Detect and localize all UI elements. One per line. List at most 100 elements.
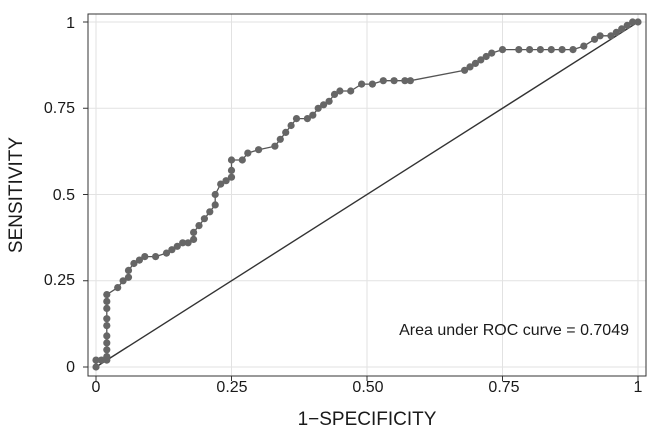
roc-point-9 bbox=[103, 315, 111, 323]
roc-curve-points bbox=[92, 18, 642, 371]
roc-point-14 bbox=[119, 277, 127, 285]
roc-point-31 bbox=[211, 201, 219, 209]
roc-point-45 bbox=[292, 115, 301, 123]
roc-point-0 bbox=[92, 363, 100, 371]
roc-point-2 bbox=[97, 356, 105, 364]
roc-point-37 bbox=[227, 156, 236, 164]
roc-point-70 bbox=[547, 46, 555, 54]
roc-point-57 bbox=[390, 77, 398, 85]
roc-point-42 bbox=[276, 135, 284, 143]
roc-point-36 bbox=[227, 166, 236, 174]
y-axis-title: SENSITIVITY bbox=[6, 137, 27, 253]
x-tick-label-2: 0.50 bbox=[352, 379, 383, 396]
roc-point-8 bbox=[103, 322, 111, 330]
roc-curve-line bbox=[95, 21, 638, 367]
y-tick-label-1: 0.25 bbox=[44, 272, 75, 289]
roc-point-19 bbox=[141, 253, 149, 261]
axis-ticks bbox=[83, 21, 639, 381]
roc-point-49 bbox=[320, 101, 328, 109]
roc-point-23 bbox=[173, 242, 181, 250]
roc-point-21 bbox=[162, 249, 171, 257]
roc-point-47 bbox=[309, 111, 317, 119]
roc-point-13 bbox=[114, 284, 122, 292]
roc-point-32 bbox=[211, 190, 219, 199]
roc-point-58 bbox=[401, 77, 409, 85]
roc-point-35 bbox=[227, 173, 236, 181]
roc-point-17 bbox=[130, 259, 138, 268]
roc-point-76 bbox=[607, 32, 615, 40]
roc-point-30 bbox=[206, 208, 214, 216]
roc-point-61 bbox=[466, 63, 474, 71]
roc-point-54 bbox=[358, 80, 366, 88]
roc-point-41 bbox=[271, 142, 279, 150]
roc-point-62 bbox=[471, 59, 479, 67]
roc-point-34 bbox=[222, 177, 230, 185]
y-tick-label-4: 1 bbox=[66, 15, 75, 32]
roc-point-44 bbox=[287, 121, 295, 130]
roc-point-65 bbox=[488, 49, 496, 57]
roc-point-10 bbox=[103, 304, 111, 312]
roc-point-79 bbox=[623, 21, 631, 29]
roc-point-33 bbox=[217, 180, 225, 188]
roc-point-38 bbox=[238, 156, 246, 164]
roc-point-11 bbox=[103, 297, 111, 305]
auc-annotation: Area under ROC curve = 0.7049 bbox=[399, 322, 629, 339]
roc-point-69 bbox=[536, 46, 545, 54]
roc-point-52 bbox=[336, 87, 344, 95]
roc-point-81 bbox=[634, 18, 642, 26]
roc-point-80 bbox=[629, 18, 637, 26]
roc-point-59 bbox=[406, 77, 414, 85]
x-tick-label-1: 0.25 bbox=[216, 379, 247, 396]
roc-point-7 bbox=[103, 332, 111, 340]
roc-point-77 bbox=[612, 28, 620, 36]
roc-point-26 bbox=[190, 235, 198, 243]
roc-point-5 bbox=[103, 346, 111, 354]
roc-point-50 bbox=[325, 97, 333, 105]
roc-point-43 bbox=[282, 128, 290, 136]
plot-frame bbox=[87, 13, 647, 377]
y-tick-label-3: 0.75 bbox=[44, 100, 75, 117]
reference-diagonal-line bbox=[95, 21, 639, 368]
roc-point-56 bbox=[379, 77, 387, 85]
roc-point-63 bbox=[477, 56, 485, 64]
roc-point-72 bbox=[569, 46, 577, 54]
roc-point-64 bbox=[482, 52, 490, 61]
x-tick-label-4: 1 bbox=[634, 379, 643, 396]
roc-point-55 bbox=[368, 80, 376, 88]
roc-point-60 bbox=[461, 66, 469, 74]
roc-point-78 bbox=[618, 25, 626, 33]
roc-point-75 bbox=[596, 32, 604, 40]
roc-point-51 bbox=[330, 90, 339, 98]
x-tick-label-3: 0.75 bbox=[488, 379, 519, 396]
gridlines bbox=[88, 14, 646, 376]
roc-point-28 bbox=[195, 222, 203, 230]
roc-point-66 bbox=[498, 46, 507, 54]
roc-point-40 bbox=[255, 146, 263, 154]
roc-point-67 bbox=[515, 46, 523, 54]
roc-point-24 bbox=[179, 239, 187, 247]
roc-point-53 bbox=[347, 87, 355, 95]
roc-point-29 bbox=[200, 215, 208, 223]
roc-point-16 bbox=[124, 266, 133, 274]
roc-point-18 bbox=[135, 256, 143, 264]
roc-point-39 bbox=[244, 149, 252, 157]
roc-point-1 bbox=[92, 356, 100, 364]
roc-point-25 bbox=[184, 239, 192, 247]
roc-point-15 bbox=[124, 273, 133, 281]
y-tick-label-0: 0 bbox=[66, 359, 75, 376]
x-axis-title: 1−SPECIFICITY bbox=[298, 409, 437, 430]
roc-point-46 bbox=[303, 115, 311, 123]
roc-point-20 bbox=[152, 253, 160, 261]
roc-point-12 bbox=[103, 291, 111, 299]
roc-point-74 bbox=[591, 35, 599, 43]
roc-point-73 bbox=[580, 42, 588, 50]
roc-point-4 bbox=[103, 353, 111, 361]
roc-point-71 bbox=[558, 46, 566, 54]
roc-point-68 bbox=[526, 46, 534, 54]
roc-point-27 bbox=[190, 228, 198, 236]
y-tick-label-2: 0.5 bbox=[53, 187, 75, 204]
x-tick-label-0: 0 bbox=[92, 379, 101, 396]
roc-point-48 bbox=[314, 104, 322, 112]
roc-point-6 bbox=[103, 339, 111, 347]
